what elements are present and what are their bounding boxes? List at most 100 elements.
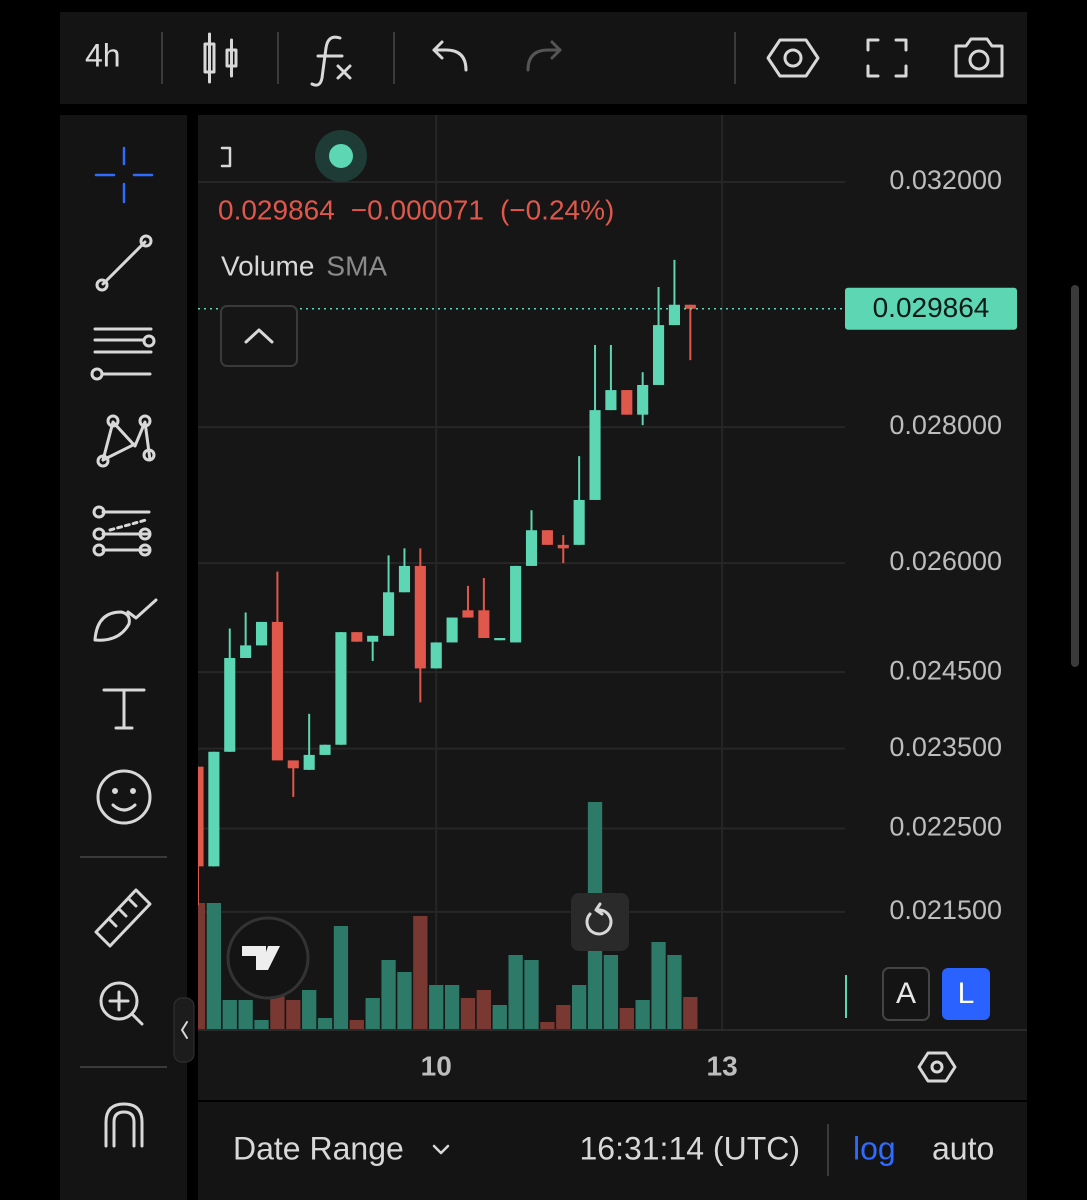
candle-body (541, 530, 553, 545)
y-tick-label: 0.026000 (889, 546, 1002, 576)
footer (198, 1102, 1027, 1200)
volume-bar (540, 1022, 555, 1030)
settings-button[interactable] (766, 38, 820, 78)
candle-body (637, 384, 649, 415)
clock: 16:31:14 (UTC) (579, 1130, 800, 1166)
volume-bar (254, 1020, 269, 1030)
brush-tool[interactable] (93, 598, 158, 642)
candle-body (668, 304, 680, 326)
candle-body (240, 645, 252, 658)
candle-body (367, 635, 379, 642)
candle-body (510, 565, 522, 643)
candle-body (684, 304, 696, 309)
volume-bar (349, 1020, 364, 1030)
y-tick-label: 0.022500 (889, 812, 1002, 842)
volume-bar (635, 1000, 650, 1030)
candle-body (605, 390, 617, 411)
candle-body (621, 390, 633, 415)
collapse-legend-button[interactable] (220, 305, 298, 367)
volume-bar (206, 903, 222, 1030)
volume-bar (333, 926, 349, 1030)
auto-scale-button[interactable] (882, 967, 930, 1021)
volume-bar (508, 955, 523, 1030)
volume-bar (683, 997, 698, 1030)
volume-bar (444, 985, 460, 1030)
volume-bar (603, 955, 619, 1030)
indicators-button[interactable] (310, 35, 352, 87)
volume-bar (286, 1000, 301, 1030)
reset-icon (585, 902, 613, 936)
emoji-tool[interactable] (96, 769, 152, 825)
volume-bar (198, 903, 206, 1030)
left-toolbar (60, 115, 187, 1200)
auto-toggle[interactable]: auto (932, 1130, 994, 1166)
status-dot (329, 144, 353, 168)
fullscreen-button[interactable] (866, 38, 908, 78)
candle-body (478, 610, 490, 639)
candle-body (319, 744, 331, 755)
volume-bar (381, 960, 396, 1030)
candle-body (525, 530, 538, 566)
candle-body (351, 632, 363, 642)
last-price-tag-label: 0.029864 (873, 292, 990, 323)
volume-bar (317, 1018, 333, 1030)
reset-chart-button[interactable] (571, 893, 629, 951)
volume-bar (476, 990, 492, 1030)
volume-bar (556, 1005, 571, 1030)
trend-line-tool[interactable] (95, 234, 153, 292)
volume-bar (302, 990, 317, 1030)
collapse-legend-icon (244, 328, 274, 344)
candle-body (255, 621, 268, 646)
price-change: −0.000071 (351, 194, 484, 225)
price-change-percent: (−0.24%) (500, 194, 614, 225)
zoom-tool[interactable] (99, 981, 144, 1026)
candles-button[interactable] (203, 32, 238, 84)
volume-bar (222, 1000, 237, 1030)
fib-tool[interactable] (90, 327, 156, 381)
log-scale-button[interactable] (942, 968, 990, 1020)
volume-bar (524, 960, 539, 1030)
candle-body (287, 760, 299, 769)
undo-button[interactable] (432, 40, 468, 72)
text-tool[interactable] (102, 688, 146, 730)
log-scale-label: L (958, 977, 975, 1010)
screenshot-button[interactable] (954, 37, 1004, 78)
indicator-kind: SMA (326, 250, 387, 281)
axis-settings-button[interactable] (917, 1051, 957, 1083)
candle-body (303, 754, 315, 770)
log-toggle[interactable]: log (853, 1130, 896, 1166)
scrollbar (1071, 285, 1079, 667)
candle-body (224, 657, 236, 752)
magnet-tool[interactable] (104, 1102, 144, 1148)
pattern-tool[interactable] (96, 414, 156, 468)
candle-body (271, 621, 283, 761)
prediction-tool[interactable] (92, 505, 152, 557)
logo-mark (242, 946, 280, 970)
candle-body (573, 499, 585, 545)
x-tick-label: 13 (707, 1050, 738, 1081)
indicator-name: Volume (221, 250, 314, 281)
chart-area (198, 115, 1027, 1100)
date-range-button[interactable]: Date Range (233, 1130, 404, 1166)
ruler-tool[interactable] (94, 888, 152, 948)
axes: 0.032000 0.028000 0.026000 0.024500 0.023500… (421, 165, 1017, 1081)
candle-body (589, 410, 601, 500)
last-price: 0.029864 (218, 194, 335, 225)
grid (198, 115, 845, 1030)
interval-button[interactable]: 4h (85, 37, 121, 73)
redo-button[interactable] (526, 40, 562, 72)
y-tick-label: 0.023500 (889, 732, 1002, 762)
candle-body (414, 565, 426, 669)
y-tick-label: 0.032000 (889, 165, 1002, 195)
candle-body (652, 325, 665, 385)
crosshair-tool[interactable] (94, 146, 154, 204)
symbol-icon (220, 146, 232, 168)
candle-body (557, 544, 569, 549)
volume-bar (572, 985, 587, 1030)
y-tick-label: 0.028000 (889, 410, 1002, 440)
auto-scale-label: A (896, 977, 916, 1010)
collapse-toolbar-button[interactable] (173, 997, 195, 1063)
y-tick-label: 0.021500 (889, 895, 1002, 925)
